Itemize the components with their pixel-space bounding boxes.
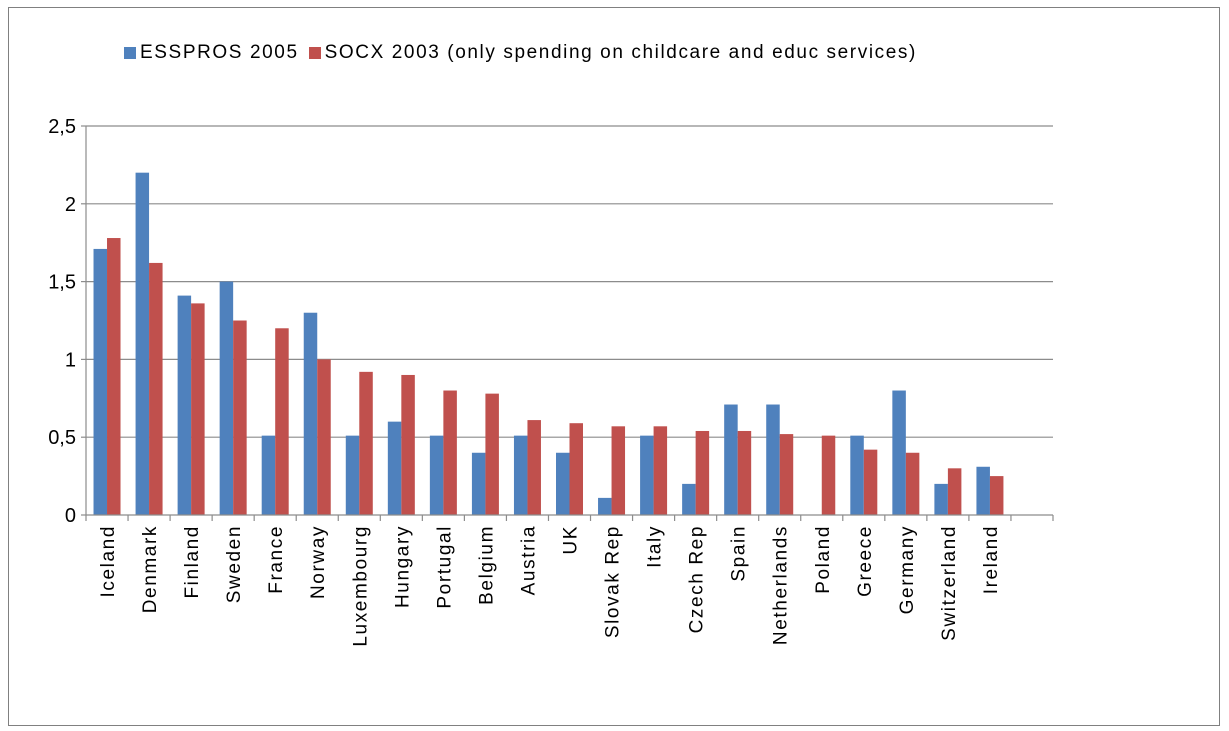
legend-swatch-socx <box>308 47 321 59</box>
bar-socx <box>947 468 962 515</box>
bar-esspros <box>682 483 696 515</box>
bar-esspros <box>513 435 528 515</box>
bar-esspros <box>976 466 990 515</box>
bar-socx <box>779 434 794 515</box>
bar-esspros <box>598 497 612 515</box>
bar-socx <box>821 435 836 515</box>
x-tick-label: Italy <box>645 525 666 568</box>
x-tick-label: Austria <box>518 525 539 595</box>
bar-socx <box>569 423 583 515</box>
legend-label-esspros: ESSPROS 2005 <box>140 42 299 63</box>
y-tick-label: 0 <box>65 505 76 527</box>
y-tick-label: 1,5 <box>48 272 76 294</box>
legend-label-socx: SOCX 2003 (only spending on childcare an… <box>324 42 917 63</box>
bar-esspros <box>303 312 318 515</box>
x-tick-label: Hungary <box>392 525 413 608</box>
x-tick-label: Spain <box>729 525 750 582</box>
x-tick-label: UK <box>561 525 582 555</box>
x-tick-label: Portugal <box>434 525 455 609</box>
bar-socx <box>359 371 373 515</box>
x-tick-label: France <box>266 525 287 594</box>
bar-esspros <box>640 435 654 515</box>
bar-esspros <box>261 435 276 515</box>
bar-esspros <box>766 404 780 515</box>
x-tick-label: Iceland <box>98 525 119 597</box>
y-tick-label: 1 <box>65 349 76 371</box>
legend-item-esspros: ESSPROS 2005 <box>124 42 299 64</box>
x-tick-label: Ireland <box>981 525 1002 594</box>
bar-esspros <box>93 248 108 515</box>
bar-esspros <box>387 421 402 515</box>
x-tick-label: Slovak Rep <box>603 525 624 638</box>
bars-layer <box>93 172 1004 516</box>
y-tick-label: 2,5 <box>48 116 76 138</box>
x-tick-label: Sweden <box>224 525 245 603</box>
axis-layer <box>81 125 1054 521</box>
bar-esspros <box>724 404 738 515</box>
bar-socx <box>401 374 415 515</box>
bar-esspros <box>934 483 948 515</box>
legend-item-socx: SOCX 2003 (only spending on childcare an… <box>308 42 917 64</box>
legend-swatch-esspros <box>124 47 136 59</box>
bar-esspros <box>892 390 906 515</box>
x-tick-label: Czech Rep <box>687 525 708 633</box>
bar-socx <box>443 390 457 515</box>
bar-esspros <box>556 452 570 515</box>
bar-socx <box>611 426 626 515</box>
x-tick-label: Denmark <box>140 525 161 613</box>
x-tick-label: Finland <box>182 525 203 599</box>
bar-socx <box>695 430 710 515</box>
x-tick-label: Germany <box>897 525 918 614</box>
bar-esspros <box>135 172 150 515</box>
bar-socx <box>191 303 205 515</box>
bar-socx <box>107 238 121 516</box>
bar-socx <box>527 420 541 515</box>
x-tick-label: Luxembourg <box>350 525 371 647</box>
bar-socx <box>149 262 163 515</box>
bar-esspros <box>177 295 192 515</box>
bar-esspros <box>850 435 864 515</box>
bar-esspros <box>471 452 486 515</box>
bar-esspros <box>219 281 234 515</box>
x-tick-label: Poland <box>813 525 834 594</box>
legend: ESSPROS 2005 SOCX 2003 (only spending on… <box>124 40 927 66</box>
bar-socx <box>275 328 289 515</box>
x-tick-label: Belgium <box>476 525 497 605</box>
bar-socx <box>737 430 752 515</box>
x-tick-label: Switzerland <box>939 525 960 641</box>
bar-socx <box>233 320 247 515</box>
bar-socx <box>653 426 668 515</box>
bar-esspros <box>429 435 444 515</box>
label-layer: 0 0,5 1 1,5 2 2,5 Iceland Denmark Finland Sweden F… <box>48 116 1002 647</box>
bar-socx <box>863 449 878 515</box>
bar-socx <box>485 393 499 515</box>
x-tick-label: Netherlands <box>771 525 792 645</box>
bar-socx <box>905 452 920 515</box>
bar-esspros <box>345 435 360 515</box>
chart-frame <box>8 7 1220 726</box>
y-tick-label: 0,5 <box>48 427 76 449</box>
x-tick-label: Norway <box>308 525 329 599</box>
grid-layer <box>86 125 1053 438</box>
bar-socx <box>317 359 331 515</box>
x-tick-label: Greece <box>855 525 876 597</box>
bar-socx <box>989 476 1004 515</box>
y-tick-label: 2 <box>65 194 76 216</box>
